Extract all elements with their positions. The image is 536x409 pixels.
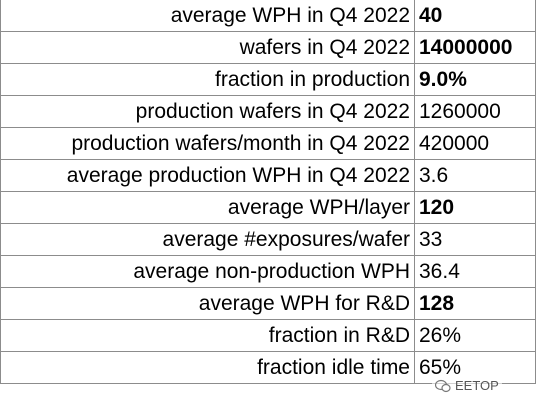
row-value: 3.6 [414,159,536,192]
row-value: 14000000 [414,31,536,64]
row-label: production wafers/month in Q4 2022 [0,127,415,160]
row-label: average WPH/layer [0,191,415,224]
row-value: 420000 [414,127,536,160]
row-value: 120 [414,191,536,224]
row-label: average WPH for R&D [0,287,415,320]
row-value: 40 [414,0,536,32]
row-value: 128 [414,287,536,320]
row-label: fraction in R&D [0,319,415,352]
table-row: production wafers/month in Q4 2022 420000 [0,127,536,160]
table-row: production wafers in Q4 2022 1260000 [0,95,536,128]
row-label: average WPH in Q4 2022 [0,0,415,32]
row-value: 26% [414,319,536,352]
table-body: average WPH in Q4 2022 40 wafers in Q4 202… [0,0,536,384]
row-value: 1260000 [414,95,536,128]
row-label: wafers in Q4 2022 [0,31,415,64]
table-row: average WPH/layer 120 [0,191,536,224]
watermark: EETOP [432,377,502,394]
row-label: fraction idle time [0,351,415,384]
row-label: average #exposures/wafer [0,223,415,256]
table-row: fraction in R&D 26% [0,319,536,352]
table-row: average production WPH in Q4 2022 3.6 [0,159,536,192]
table-row: fraction idle time 65% [0,351,536,384]
table-row: fraction in production 9.0% [0,63,536,96]
table-row: average non-production WPH 36.4 [0,255,536,288]
table-row: average #exposures/wafer 33 [0,223,536,256]
row-label: average production WPH in Q4 2022 [0,159,415,192]
data-table: average WPH in Q4 2022 40 wafers in Q4 202… [0,0,536,384]
table-row: average WPH in Q4 2022 40 [0,0,536,32]
row-label: fraction in production [0,63,415,96]
row-label: production wafers in Q4 2022 [0,95,415,128]
row-value: 33 [414,223,536,256]
row-value: 36.4 [414,255,536,288]
row-label: average non-production WPH [0,255,415,288]
watermark-text: EETOP [455,378,499,393]
table-row: average WPH for R&D 128 [0,287,536,320]
row-value: 9.0% [414,63,536,96]
table-row: wafers in Q4 2022 14000000 [0,31,536,64]
watermark-icon [435,379,451,392]
